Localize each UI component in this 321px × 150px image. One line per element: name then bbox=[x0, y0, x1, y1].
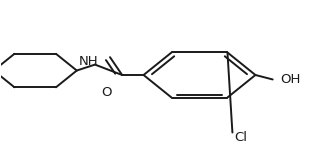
Text: NH: NH bbox=[79, 55, 99, 68]
Text: O: O bbox=[101, 86, 111, 99]
Text: OH: OH bbox=[281, 73, 301, 86]
Text: Cl: Cl bbox=[234, 131, 247, 144]
